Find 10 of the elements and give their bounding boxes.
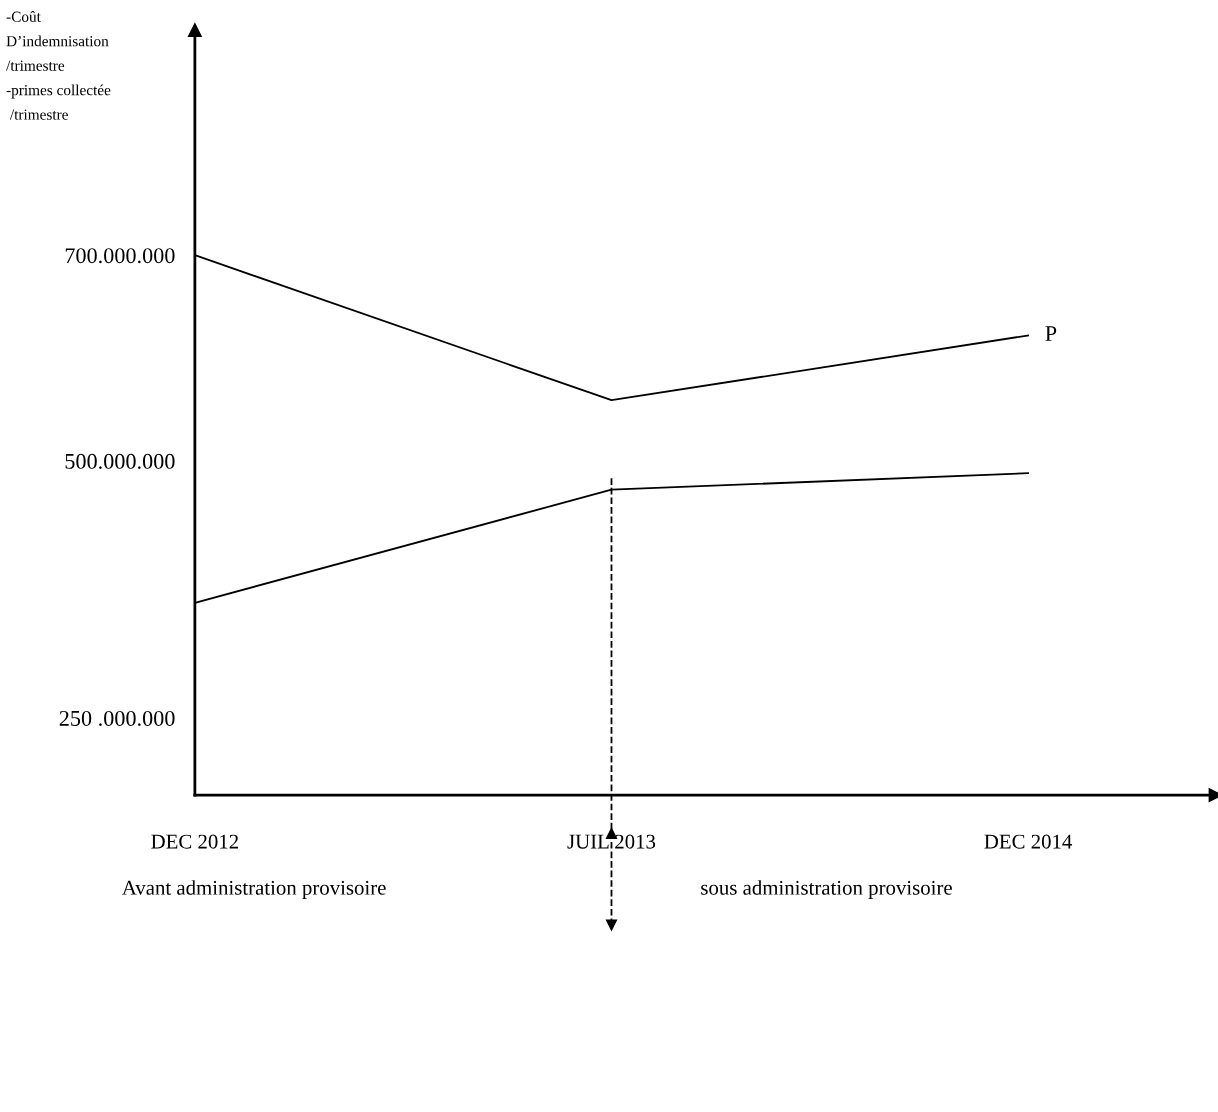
y-axis-title: -Coût D’indemnisation /trimestre -primes collectée /trimestre: [6, 11, 111, 120]
y-tick-label: 250 .000.000: [59, 710, 175, 726]
x-tick-label: DEC 2012: [151, 834, 238, 849]
y-tick-label: 700.000.000: [65, 248, 175, 264]
text: Avant administration provisoire: [122, 880, 386, 900]
y-tick-label: 500.000.000: [65, 453, 175, 469]
text: sous administration provisoire: [701, 880, 952, 900]
x-tick-label: JUIL 2013: [567, 834, 656, 849]
x-tick-label: DEC 2014: [984, 834, 1073, 849]
annotation: P: [1045, 326, 1057, 341]
